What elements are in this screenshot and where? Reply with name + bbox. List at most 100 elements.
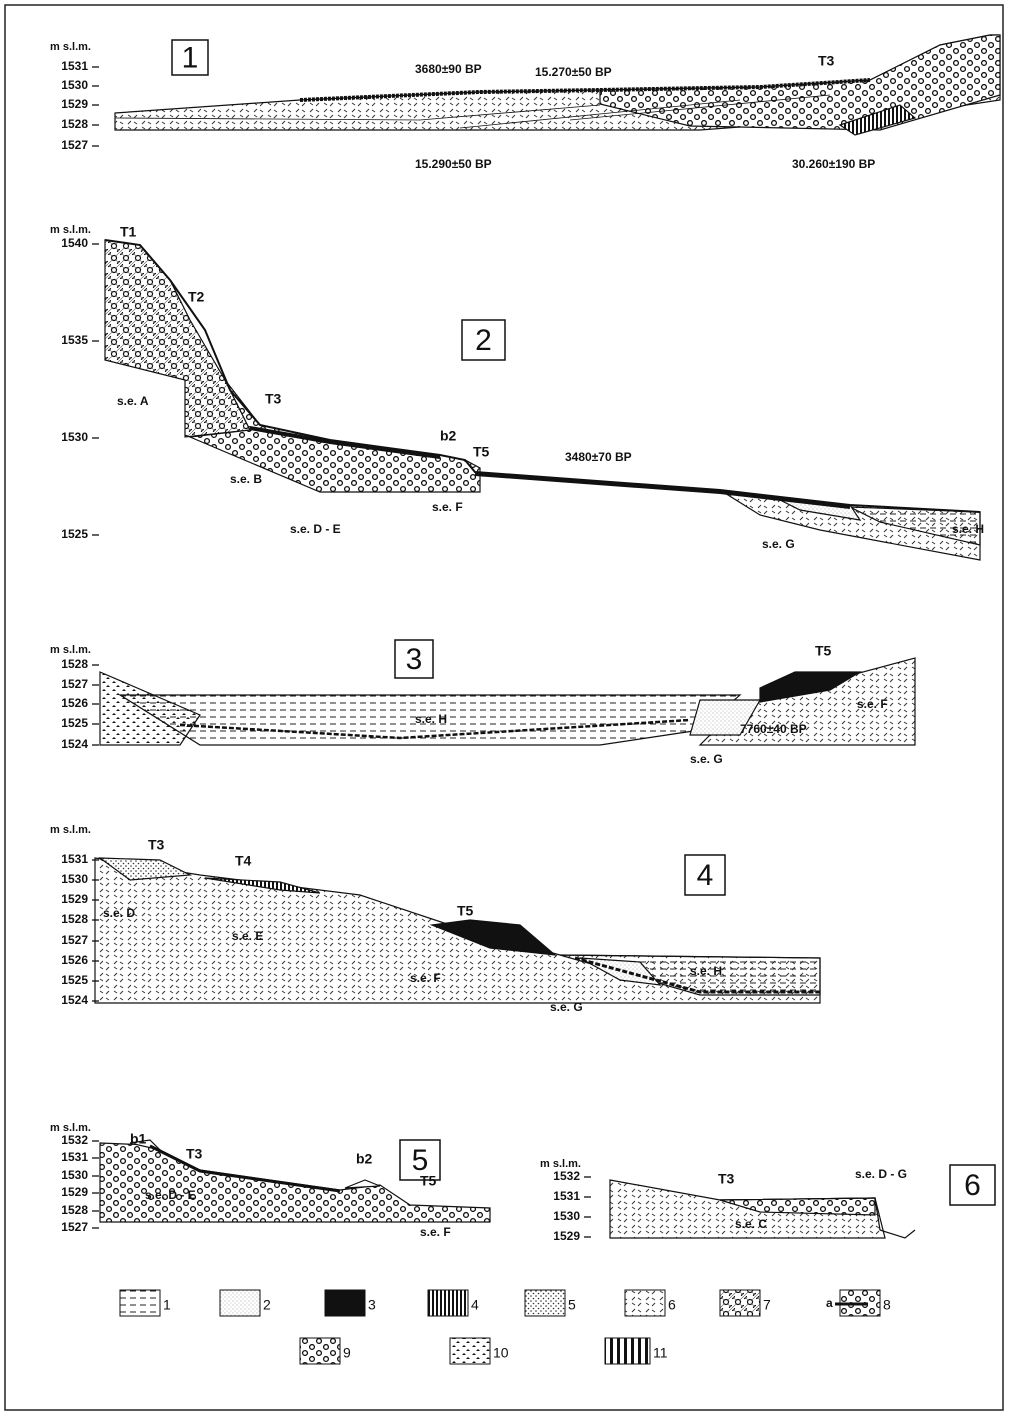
elevation-label: 1525 (61, 716, 88, 730)
legend-label: 5 (568, 1297, 576, 1313)
legend-swatch (428, 1290, 468, 1316)
section-label: T3 (148, 837, 165, 853)
elevation-label: 1531 (61, 59, 88, 73)
legend-swatch (220, 1290, 260, 1316)
legend-label: 10 (493, 1345, 509, 1361)
unit-label: m s.l.m. (50, 41, 91, 53)
elevation-label: 1540 (61, 236, 88, 250)
section-1 (115, 35, 1000, 135)
section-label: 3480±70 BP (565, 450, 632, 464)
elevation-label: 1531 (61, 852, 88, 866)
legend-swatch (525, 1290, 565, 1316)
section-label: s.e. F (410, 971, 441, 985)
section-label: s.e. G (550, 1000, 583, 1014)
section-label: b2 (440, 428, 457, 444)
elevation-label: 1530 (61, 872, 88, 886)
section-label: T5 (457, 903, 474, 919)
section-label: T4 (235, 853, 252, 869)
elevation-label: 1531 (61, 1150, 88, 1164)
legend-label: 6 (668, 1297, 676, 1313)
section-label: s.e. F (420, 1225, 451, 1239)
section-label: T2 (188, 289, 205, 305)
unit-label: m s.l.m. (50, 1122, 91, 1134)
elevation-label: 1530 (61, 430, 88, 444)
legend-swatch (120, 1290, 160, 1316)
section-label: T5 (473, 444, 490, 460)
legend-swatch (300, 1338, 340, 1364)
section-label: s.e. F (432, 500, 463, 514)
elevation-label: 1527 (61, 1220, 88, 1234)
elevation-label: 1528 (61, 1203, 88, 1217)
legend-swatch (625, 1290, 665, 1316)
section-label: s.e. C (735, 1217, 767, 1231)
section-label: s.e. D - E (145, 1188, 196, 1202)
elevation-label: 1529 (553, 1229, 580, 1243)
section-label: s.e. A (117, 394, 149, 408)
section-label: 30.260±190 BP (792, 157, 875, 171)
elevation-label: 1531 (553, 1189, 580, 1203)
legend-swatch (605, 1338, 650, 1364)
section-label: 3680±90 BP (415, 62, 482, 76)
elevation-label: 1524 (61, 737, 88, 751)
section-label: T5 (815, 643, 832, 659)
elevation-label: 1524 (61, 993, 88, 1007)
elevation-label: 1529 (61, 1185, 88, 1199)
section-label: s.e. H (952, 522, 984, 536)
section-label: s.e. F (857, 697, 888, 711)
legend-label: 3 (368, 1297, 376, 1313)
elevation-label: 1525 (61, 527, 88, 541)
unit-label: m s.l.m. (50, 824, 91, 836)
legend-swatch (720, 1290, 760, 1316)
legend-label: 11 (653, 1345, 668, 1361)
elevation-label: 1528 (61, 657, 88, 671)
legend-label: 7 (763, 1297, 771, 1313)
elevation-label: 1528 (61, 912, 88, 926)
legend-label: 9 (343, 1345, 351, 1361)
elevation-label: 1530 (553, 1209, 580, 1223)
section-label: b1 (130, 1131, 147, 1147)
legend-swatch (450, 1338, 490, 1364)
elevation-label: 1530 (61, 1168, 88, 1182)
section-label: 15.270±50 BP (535, 65, 612, 79)
elevation-label: 1532 (61, 1133, 88, 1147)
section-label: s.e. H (415, 712, 447, 726)
legend-swatch (325, 1290, 365, 1316)
elevation-label: 1525 (61, 973, 88, 987)
legend-prefix: a (826, 1296, 833, 1310)
unit-label: m s.l.m. (540, 1158, 581, 1170)
elevation-label: 1526 (61, 953, 88, 967)
section-label: b2 (356, 1151, 373, 1167)
legend-label: 1 (163, 1297, 171, 1313)
section-label: T3 (265, 391, 282, 407)
panel-number: 3 (406, 643, 423, 676)
panel-number: 4 (697, 859, 714, 892)
section-label: s.e. G (690, 752, 723, 766)
unit-label: m s.l.m. (50, 644, 91, 656)
section-label: T5 (420, 1173, 437, 1189)
elevation-label: 1527 (61, 138, 88, 152)
legend-label: 2 (263, 1297, 271, 1313)
elevation-label: 1528 (61, 117, 88, 131)
section-label: T3 (818, 53, 835, 69)
elevation-label: 1535 (61, 333, 88, 347)
elevation-label: 1529 (61, 892, 88, 906)
section-label: 15.290±50 BP (415, 157, 492, 171)
section-label: s.e. G (762, 537, 795, 551)
legend-label: 4 (471, 1297, 479, 1313)
elevation-label: 1526 (61, 696, 88, 710)
elevation-label: 1532 (553, 1169, 580, 1183)
section-label: s.e. D - G (855, 1167, 907, 1181)
elevation-label: 1530 (61, 78, 88, 92)
unit-label: m s.l.m. (50, 224, 91, 236)
panel-number: 6 (964, 1169, 981, 1202)
section-label: T3 (186, 1146, 203, 1162)
section-label: 7760±40 BP (740, 722, 807, 736)
section-label: T1 (120, 224, 137, 240)
legend-label: 8 (883, 1297, 891, 1313)
figure: m s.l.m.1531153015291528152713680±90 BP1… (0, 0, 1009, 1416)
section-2 (105, 240, 980, 560)
elevation-label: 1529 (61, 97, 88, 111)
section-label: s.e. D (103, 906, 135, 920)
elevation-label: 1527 (61, 933, 88, 947)
panel-number: 1 (182, 41, 199, 74)
